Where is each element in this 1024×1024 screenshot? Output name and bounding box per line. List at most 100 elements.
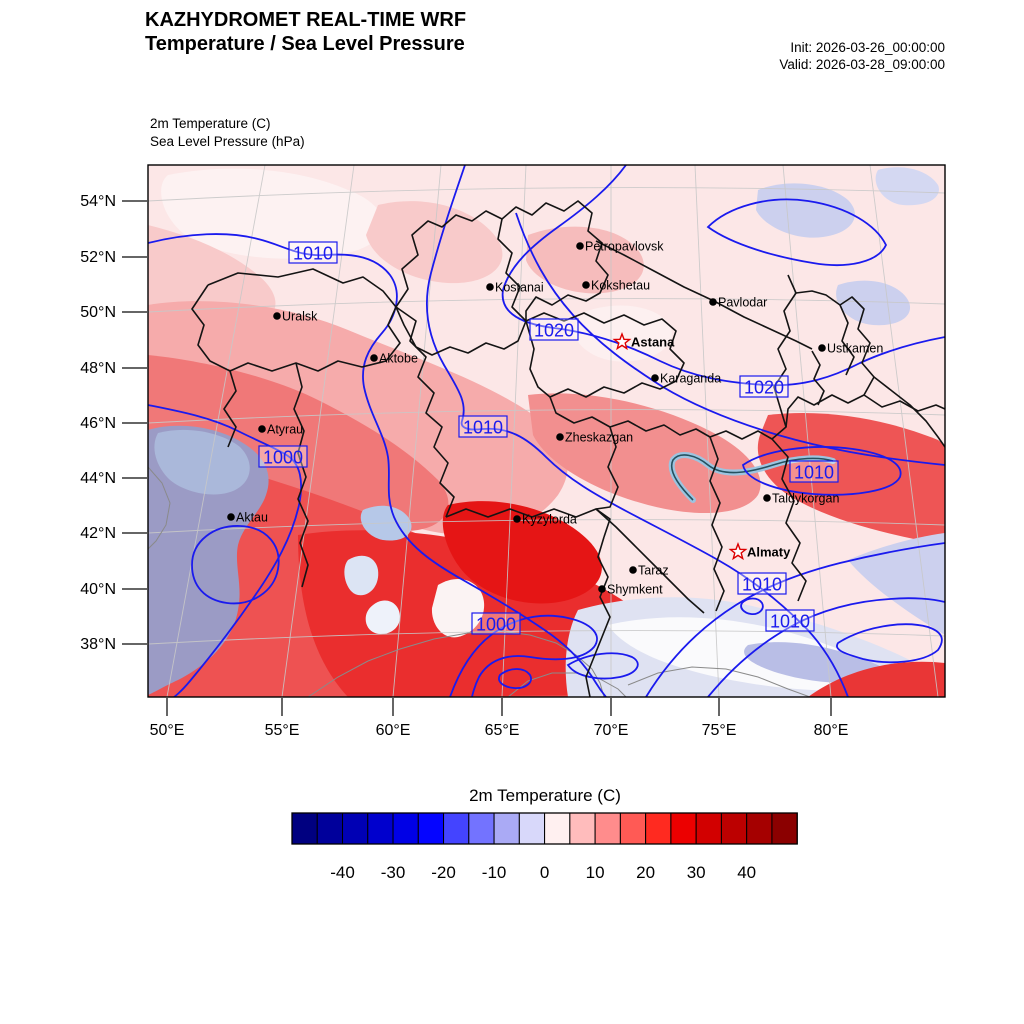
lon-tick-label: 50°E: [150, 722, 185, 739]
colorbar-cell: [316, 812, 344, 845]
colorbar-cell: [670, 812, 697, 845]
colorbar-tick-label: 30: [687, 863, 706, 882]
city-dot-icon: [763, 494, 771, 502]
isobar-label: 1010: [293, 244, 333, 264]
map-raster: 1010 1020 1020 1010 1000 1010 1010 1000 1010 Pet…: [148, 165, 945, 697]
colorbar-tick-label: -10: [482, 863, 507, 882]
city-dot-icon: [486, 283, 494, 291]
colorbar-cell: [417, 812, 445, 845]
isobar-label-box: [789, 460, 839, 483]
isobar-label: 1020: [534, 321, 574, 341]
city-dot-icon: [370, 354, 378, 362]
map-frame: [147, 164, 946, 698]
city-dot-icon: [629, 566, 637, 574]
city-star-icon: [728, 542, 748, 561]
lat-tick-label: 50°N: [80, 304, 116, 321]
city-label: Karaganda: [660, 372, 721, 386]
colorbar-cell: [645, 812, 672, 845]
city-label: Atyrau: [267, 423, 303, 437]
colorbar-cell: [569, 812, 596, 845]
colorbar-cell: [771, 812, 798, 845]
lon-tick-label: 70°E: [594, 722, 629, 739]
colorbar-cell: [746, 812, 773, 845]
city-label: Ustkamen: [827, 342, 883, 356]
colorbar-cell: [443, 812, 470, 845]
map-area: 1010 1020 1020 1010 1000 1010 1010 1000 1010 Pet…: [147, 164, 946, 698]
city-label: Almaty: [747, 545, 791, 560]
lon-tick-label: 65°E: [485, 722, 520, 739]
isobar-label: 1010: [463, 418, 503, 438]
colorbar: -40 -30 -20 -10 0 10 20 30 40: [291, 812, 798, 882]
isobar-label: 1010: [794, 463, 834, 483]
city-label: Aktobe: [379, 352, 418, 366]
city-label: Kyzylorda: [522, 513, 577, 527]
colorbar-frame: [291, 812, 798, 845]
city-label: Taraz: [638, 564, 669, 578]
city-label: Astana: [631, 335, 675, 350]
valid-timestamp: Valid: 2026-03-28_09:00:00: [779, 57, 945, 72]
latitude-axis: 54°N 52°N 50°N 48°N 46°N 44°N 42°N 40°N 38°N: [80, 193, 147, 653]
lat-tick-label: 46°N: [80, 415, 116, 432]
colorbar-tick-label: 0: [540, 863, 549, 882]
city-label: Zheskazgan: [565, 431, 633, 445]
isobar-label-box: [471, 612, 521, 635]
colorbar-cell: [518, 812, 546, 845]
colorbar-cell: [291, 812, 318, 845]
slp-field-label: Sea Level Pressure (hPa): [150, 134, 305, 149]
lat-tick-label: 40°N: [80, 581, 116, 598]
graticule: [148, 165, 945, 697]
isobar-label-box: [529, 318, 579, 341]
colorbar-tick-label: 10: [586, 863, 605, 882]
city-dot-icon: [818, 344, 826, 352]
lon-tick-label: 55°E: [265, 722, 300, 739]
colorbar-tick-label: -40: [330, 863, 355, 882]
city-dot-icon: [582, 281, 590, 289]
isobar-label: 1020: [744, 378, 784, 398]
temp-field-label: 2m Temperature (C): [150, 116, 271, 131]
lat-tick-label: 48°N: [80, 360, 116, 377]
colorbar-tick-label: 20: [636, 863, 655, 882]
isobar-labels: 1010 1020 1020 1010 1000 1010 1010 1000 1010: [258, 241, 839, 635]
isobar-label-box: [739, 375, 789, 398]
colorbar-tick-label: -20: [431, 863, 456, 882]
lon-tick-label: 60°E: [376, 722, 411, 739]
city-markers: Petropavlovsk Kostanai Kokshetau Pavlodar Ur…: [227, 240, 883, 597]
colorbar-tick-label: 40: [737, 863, 756, 882]
city-label: Uralsk: [282, 310, 318, 324]
isobar-label: 1000: [476, 615, 516, 635]
city-dot-icon: [273, 312, 281, 320]
temp-field-blobs: [148, 167, 945, 697]
colorbar-tick-label: -30: [381, 863, 406, 882]
isobar-label: 1000: [263, 448, 303, 468]
isobar-label-box: [458, 415, 508, 438]
colorbar-cell: [619, 812, 647, 845]
city-label: Taldykorgan: [772, 492, 839, 506]
longitude-axis: 50°E 55°E 60°E 65°E 70°E 75°E 80°E: [150, 698, 849, 739]
colorbar-cell: [367, 812, 394, 845]
lat-tick-label: 38°N: [80, 636, 116, 653]
city-star-icon: [612, 332, 632, 351]
colorbar-cell: [594, 812, 621, 845]
lon-tick-label: 80°E: [814, 722, 849, 739]
lat-tick-label: 44°N: [80, 470, 116, 487]
city-dot-icon: [576, 242, 584, 250]
colorbar-cell: [392, 812, 419, 845]
colorbar-cell: [720, 812, 748, 845]
init-timestamp: Init: 2026-03-26_00:00:00: [790, 40, 945, 55]
colorbar-cell: [342, 812, 369, 845]
isobar-label-box: [737, 572, 787, 595]
isobar-label: 1010: [770, 612, 810, 632]
colorbar-title: 2m Temperature (C): [469, 786, 621, 805]
colorbar-cell: [695, 812, 722, 845]
plot-subtitle: Temperature / Sea Level Pressure: [145, 33, 465, 55]
city-dot-icon: [651, 374, 659, 382]
isobar-label-box: [258, 445, 308, 468]
city-dot-icon: [258, 425, 266, 433]
city-label: Petropavlovsk: [585, 240, 664, 254]
isobar-label-box: [765, 609, 815, 632]
colorbar-cell: [468, 812, 495, 845]
city-dot-icon: [598, 585, 606, 593]
city-label: Shymkent: [607, 583, 663, 597]
city-label: Kostanai: [495, 281, 544, 295]
